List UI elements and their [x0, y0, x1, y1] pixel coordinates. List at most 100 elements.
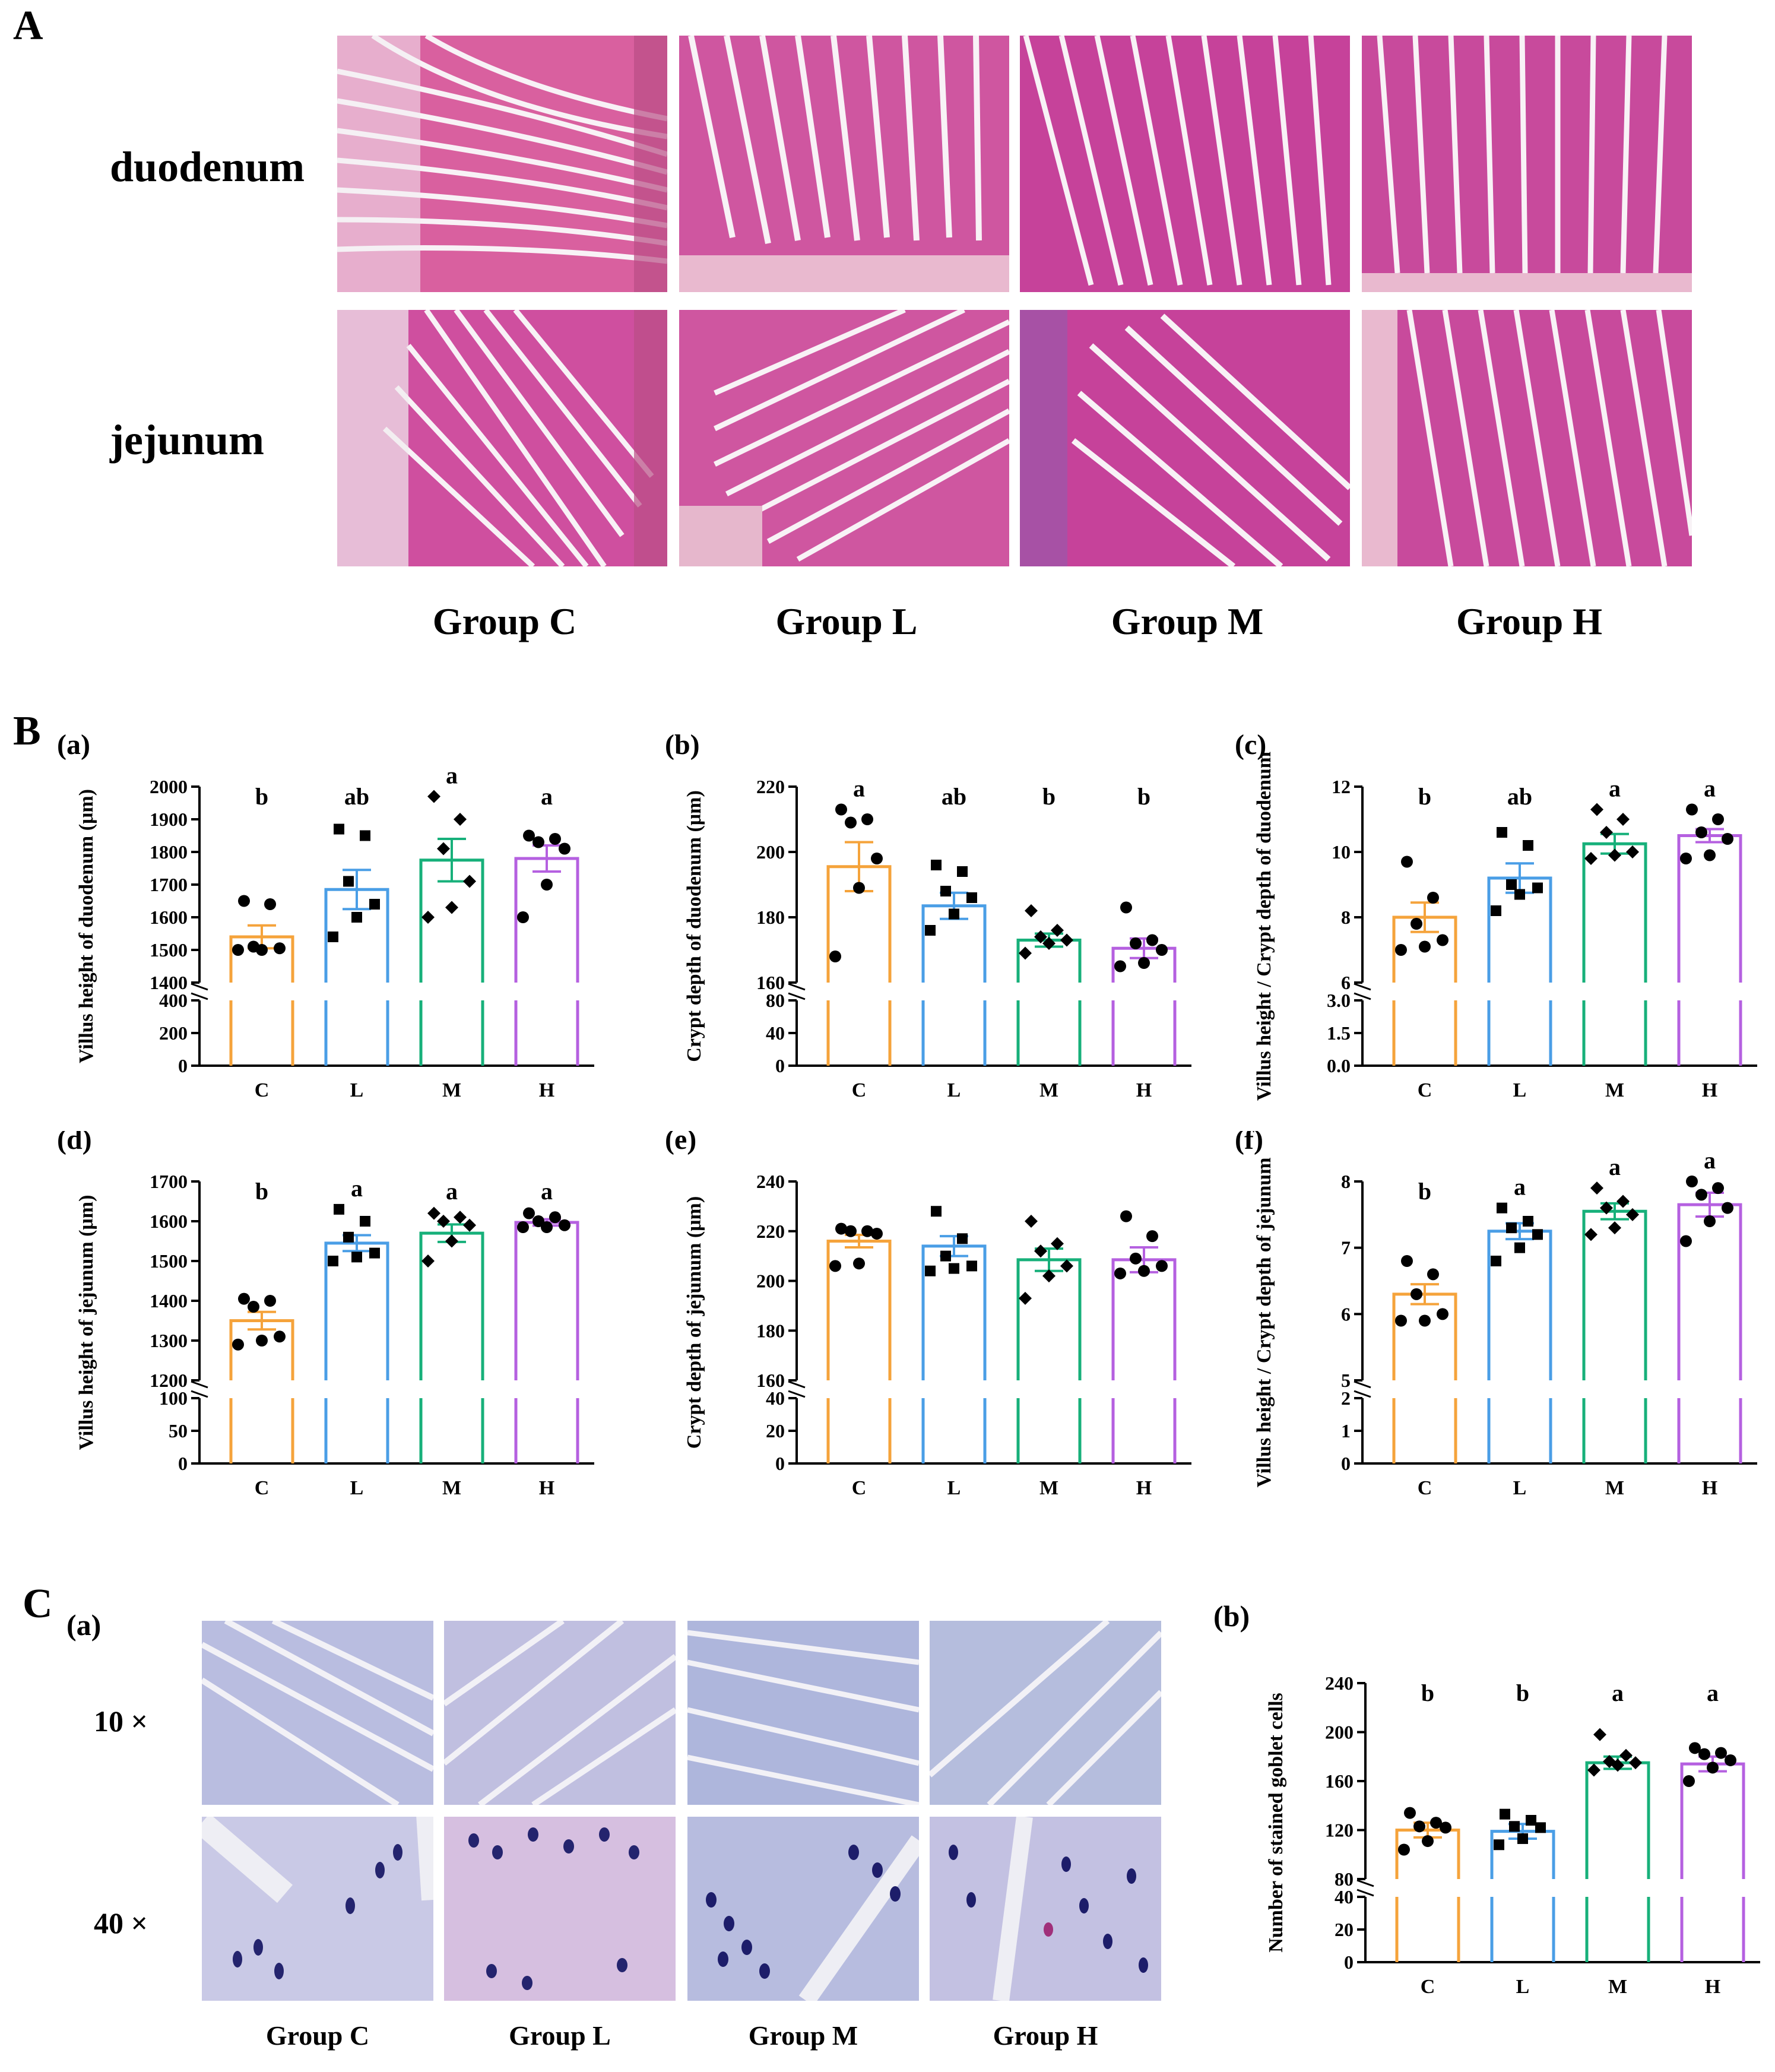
- data-point: [559, 1219, 570, 1231]
- data-point: [957, 1233, 968, 1244]
- data-point: [360, 1216, 370, 1227]
- x-tick-label-C: C: [852, 1079, 867, 1101]
- x-tick-label-C: C: [852, 1477, 867, 1499]
- significance-letter-L: ab: [1507, 783, 1532, 810]
- y-axis-label: Villus height of duodenum (μm): [75, 789, 97, 1063]
- data-point: [1401, 1255, 1413, 1267]
- magnification-10x: 10 ×: [94, 1705, 148, 1738]
- data-point: [1704, 849, 1716, 861]
- pas-image-svg: [687, 1621, 919, 1805]
- y-tick-label: 200: [756, 1271, 785, 1292]
- y-tick-label: 0: [775, 1453, 785, 1474]
- y-tick-label: 0: [178, 1055, 188, 1076]
- x-tick-label-H: H: [1136, 1079, 1152, 1101]
- he-image-svg: [679, 36, 1009, 292]
- pas-image-40x-group-c: [202, 1817, 433, 2001]
- x-tick-label-M: M: [442, 1477, 461, 1499]
- pas-image-svg: [930, 1621, 1161, 1805]
- y-tick-label: 2: [1341, 1387, 1351, 1409]
- data-point: [829, 951, 841, 962]
- data-point: [1608, 1221, 1621, 1235]
- chart-stained-goblet-cells: Number of stained goblet cells 80 120 160 20…: [1265, 1672, 1760, 1998]
- x-tick-label-H: H: [1136, 1477, 1152, 1499]
- row-label-jejunum: jejunum: [110, 416, 265, 464]
- y-tick-label: 0: [775, 1055, 785, 1076]
- data-point: [1725, 1754, 1736, 1766]
- he-image-svg: [1020, 310, 1350, 566]
- data-point: [238, 1292, 250, 1305]
- pas-image-svg: [930, 1817, 1161, 2001]
- y-tick-label: 120: [1325, 1820, 1354, 1841]
- data-point: [1019, 946, 1032, 960]
- y-tick-label: 1400: [150, 972, 188, 993]
- chart-villus-crypt-ratio-duodenum: (c)Villus height / Crypt depth of duoden…: [1235, 730, 1757, 1101]
- data-point: [1051, 924, 1064, 937]
- axis-break-mark: [191, 1380, 208, 1389]
- pas-image-svg: [202, 1621, 433, 1805]
- x-tick-label-M: M: [1039, 1079, 1058, 1101]
- data-point: [853, 1257, 865, 1270]
- data-point: [829, 1260, 841, 1272]
- y-tick-label: 180: [756, 1320, 785, 1341]
- data-point: [931, 860, 942, 870]
- data-point: [845, 1225, 857, 1237]
- he-image-svg: [1362, 310, 1692, 566]
- he-image-svg: [1362, 36, 1692, 292]
- pas-group-label-l: Group L: [509, 2020, 611, 2051]
- data-point: [1497, 827, 1507, 838]
- he-image-jejunum-group-c: [337, 310, 667, 566]
- axis-break-mark: [191, 983, 208, 991]
- pas-image-40x-group-h: [930, 1817, 1161, 2001]
- data-point: [369, 1247, 380, 1259]
- x-tick-label-L: L: [1513, 1079, 1527, 1101]
- axis-break-mark: [1356, 1889, 1374, 1897]
- y-tick-label: 1600: [150, 1211, 188, 1232]
- axis-break-mark: [788, 1390, 806, 1398]
- y-tick-label: 1800: [150, 841, 188, 863]
- data-point: [1626, 1208, 1639, 1221]
- he-image-svg: [1020, 36, 1350, 292]
- data-point: [328, 932, 338, 942]
- data-point: [1619, 1748, 1633, 1762]
- y-axis-label: Crypt depth of duodenum (μm): [683, 790, 705, 1062]
- data-point: [1686, 803, 1698, 816]
- y-tick-label: 0: [178, 1453, 188, 1474]
- data-point: [966, 1260, 977, 1272]
- data-point: [1722, 833, 1733, 845]
- he-image-duodenum-group-c: [337, 36, 667, 292]
- data-point: [427, 790, 440, 803]
- x-tick-label-C: C: [255, 1079, 270, 1101]
- data-point: [264, 1295, 276, 1307]
- data-point: [1590, 1181, 1603, 1195]
- y-tick-label: 400: [159, 990, 188, 1011]
- data-point: [445, 1234, 458, 1248]
- y-tick-label: 50: [169, 1420, 188, 1441]
- data-point: [940, 886, 951, 896]
- y-tick-label: 240: [756, 1171, 785, 1192]
- data-point: [1427, 1268, 1439, 1281]
- significance-letter-C: b: [255, 783, 268, 810]
- data-point: [274, 1330, 286, 1343]
- significance-letter-L: ab: [942, 783, 966, 810]
- y-tick-label: 8: [1341, 1171, 1351, 1192]
- chart-villus-crypt-ratio-jejunum: (f)Villus height / Crypt depth of jejunu…: [1235, 1131, 1757, 1499]
- y-tick-label: 12: [1332, 776, 1351, 797]
- data-point: [1413, 1820, 1425, 1833]
- he-image-jejunum-group-m: [1020, 310, 1350, 566]
- data-point: [1114, 960, 1126, 972]
- data-point: [463, 875, 476, 888]
- y-tick-label: 6: [1341, 1303, 1351, 1325]
- data-point: [559, 842, 570, 855]
- data-point: [1584, 852, 1598, 865]
- data-point: [369, 899, 380, 910]
- y-tick-label: 1200: [150, 1370, 188, 1391]
- data-point: [334, 823, 344, 835]
- data-point: [1616, 813, 1630, 826]
- pas-image-10x-group-c: [202, 1621, 433, 1805]
- data-point: [1120, 901, 1132, 914]
- data-point: [853, 882, 865, 894]
- data-point: [1712, 1182, 1724, 1195]
- axis-break-mark: [788, 1380, 806, 1389]
- data-point: [1497, 1202, 1507, 1214]
- data-point: [1138, 957, 1150, 969]
